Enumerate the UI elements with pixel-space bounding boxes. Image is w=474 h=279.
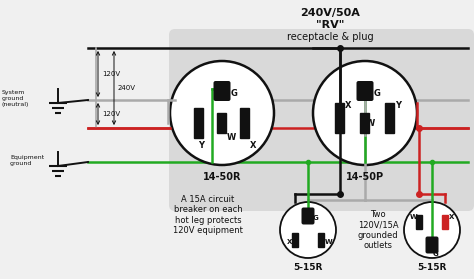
Text: 240V/50A: 240V/50A <box>300 8 360 18</box>
Text: X: X <box>345 102 352 110</box>
Text: G: G <box>433 251 439 257</box>
Bar <box>336 103 345 133</box>
Text: 14-50P: 14-50P <box>346 172 384 182</box>
Bar <box>318 233 324 247</box>
Text: W: W <box>410 214 418 220</box>
Text: G: G <box>313 215 319 221</box>
Text: 240V: 240V <box>118 85 136 91</box>
Text: "RV": "RV" <box>316 20 344 30</box>
Circle shape <box>280 202 336 258</box>
Circle shape <box>170 61 274 165</box>
FancyBboxPatch shape <box>356 81 374 101</box>
Circle shape <box>404 202 460 258</box>
Text: X: X <box>287 239 292 245</box>
Text: 120V: 120V <box>102 71 120 77</box>
Text: Equipment
ground: Equipment ground <box>10 155 44 166</box>
FancyBboxPatch shape <box>426 237 438 254</box>
Text: 120V: 120V <box>102 111 120 117</box>
Bar <box>442 215 448 229</box>
Bar <box>240 108 249 138</box>
Bar <box>361 113 370 133</box>
Text: 14-50R: 14-50R <box>203 172 241 182</box>
Bar <box>218 113 227 133</box>
Text: G: G <box>374 90 381 98</box>
Text: 5-15R: 5-15R <box>417 263 447 271</box>
FancyBboxPatch shape <box>169 29 474 211</box>
Text: A 15A circuit
breaker on each
hot leg protects
120V equipment: A 15A circuit breaker on each hot leg pr… <box>173 195 243 235</box>
Text: Y: Y <box>198 141 204 150</box>
Bar <box>292 233 298 247</box>
FancyBboxPatch shape <box>213 81 230 101</box>
Text: System
ground
(neutral): System ground (neutral) <box>2 90 29 107</box>
Text: X: X <box>250 141 256 150</box>
Text: W: W <box>325 239 333 245</box>
Text: W: W <box>366 119 375 129</box>
FancyBboxPatch shape <box>301 208 315 225</box>
Text: Two
120V/15A
grounded
outlets: Two 120V/15A grounded outlets <box>358 210 398 250</box>
Text: 5-15R: 5-15R <box>293 263 323 271</box>
Text: W: W <box>227 133 236 141</box>
Bar <box>416 215 422 229</box>
Bar <box>385 103 394 133</box>
Circle shape <box>313 61 417 165</box>
Text: G: G <box>231 90 238 98</box>
Bar <box>194 108 203 138</box>
Text: Y: Y <box>395 102 401 110</box>
Text: receptacle & plug: receptacle & plug <box>287 32 374 42</box>
Text: X: X <box>449 214 455 220</box>
